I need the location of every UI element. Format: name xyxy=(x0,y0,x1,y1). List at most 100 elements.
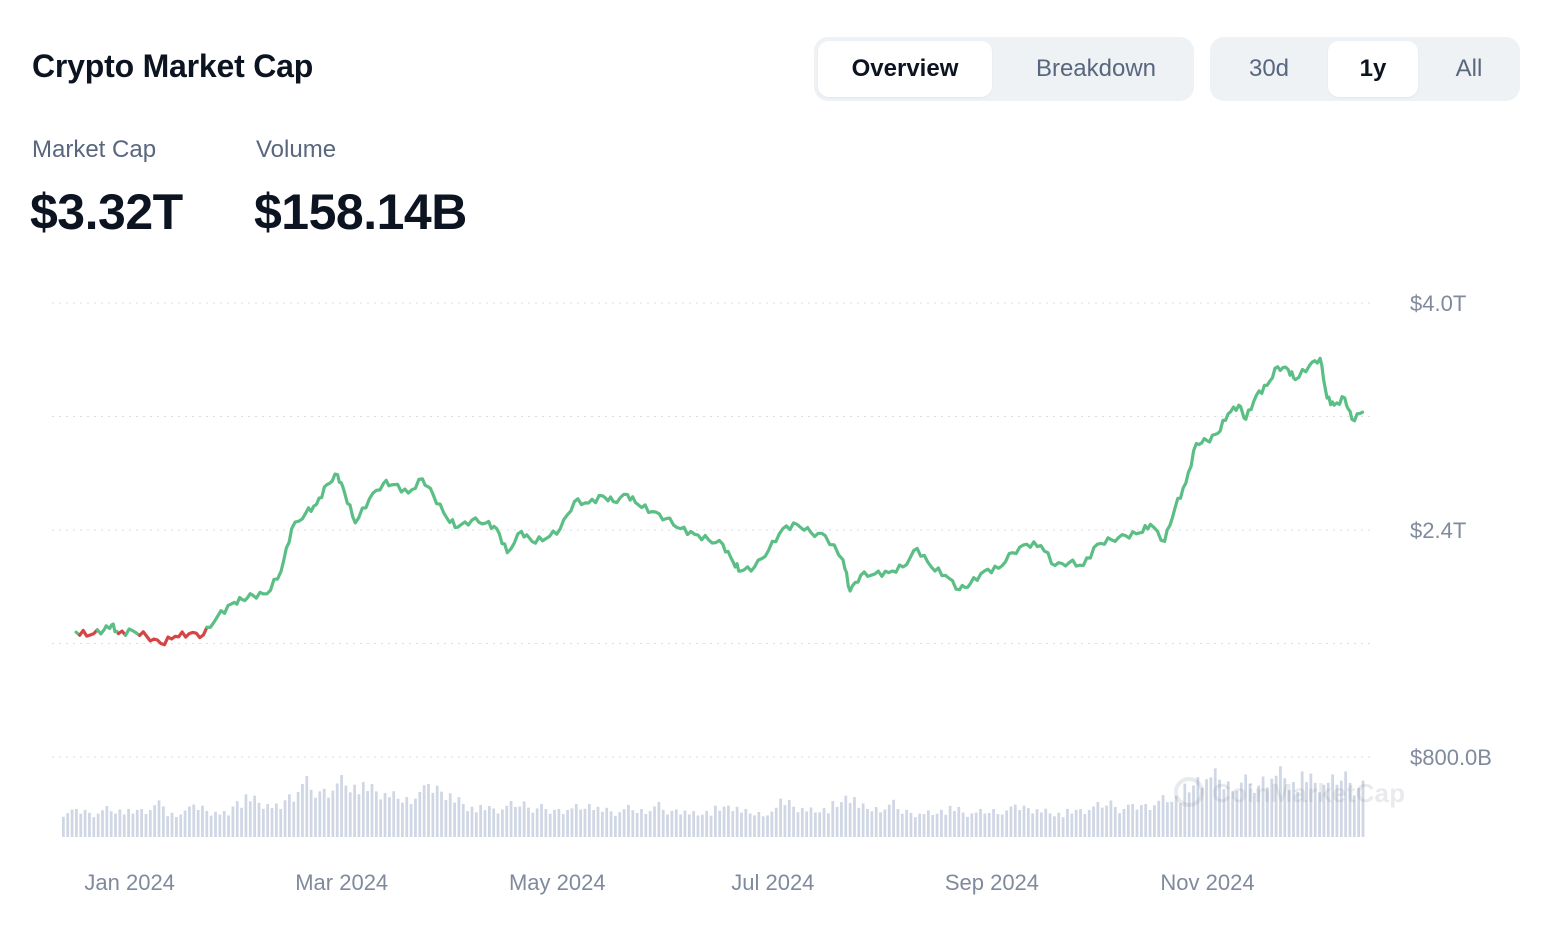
volume-bar xyxy=(309,789,313,837)
volume-bar xyxy=(553,809,556,837)
volume-bar xyxy=(161,806,165,837)
volume-bar xyxy=(374,791,378,837)
volume-bar xyxy=(196,810,200,837)
volume-bar xyxy=(305,776,309,837)
tab-overview[interactable]: Overview xyxy=(818,41,992,97)
volume-bar xyxy=(548,813,552,837)
volume-bar xyxy=(422,785,426,837)
volume-bar xyxy=(401,802,404,837)
volume-bar xyxy=(740,812,743,837)
volume-bar xyxy=(127,808,130,837)
volume-bar xyxy=(383,793,387,837)
volume-bar xyxy=(131,813,135,837)
volume-bar xyxy=(974,812,978,837)
volume-bar xyxy=(905,809,908,837)
tab-breakdown[interactable]: Breakdown xyxy=(1035,55,1157,82)
volume-bar xyxy=(648,811,652,837)
range-1y-button[interactable]: 1y xyxy=(1328,41,1418,97)
volume-bar xyxy=(353,784,356,837)
volume-value: $158.14B xyxy=(254,184,467,240)
volume-bar xyxy=(514,806,517,837)
volume-bar xyxy=(1270,778,1274,837)
volume-bar xyxy=(175,817,178,837)
volume-bar xyxy=(1018,810,1022,837)
volume-bar xyxy=(153,805,157,837)
volume-bar xyxy=(270,807,274,837)
volume-bar xyxy=(735,806,739,837)
volume-bar xyxy=(1252,792,1256,837)
volume-bar xyxy=(105,806,109,837)
volume-bar xyxy=(1092,806,1095,837)
volume-bar xyxy=(892,799,895,837)
volume-bar xyxy=(1057,812,1061,837)
volume-bar xyxy=(1135,809,1139,837)
volume-bar xyxy=(1266,787,1269,837)
volume-bar xyxy=(818,812,822,837)
volume-bar xyxy=(535,808,539,837)
volume-bar xyxy=(1200,787,1204,837)
volume-bar xyxy=(170,812,174,837)
volume-bar xyxy=(709,815,713,837)
volume-bar xyxy=(1026,808,1030,837)
volume-bar xyxy=(444,799,448,837)
volume-bar xyxy=(1209,777,1213,837)
volume-bar xyxy=(587,804,591,837)
volume-bar xyxy=(335,783,339,837)
volume-bar xyxy=(1096,801,1100,837)
volume-bar xyxy=(1192,785,1195,837)
price-line-down xyxy=(78,628,99,638)
volume-bar xyxy=(809,807,813,837)
volume-bar xyxy=(148,810,152,837)
volume-bar xyxy=(96,813,100,837)
volume-bar xyxy=(714,805,717,837)
volume-bar xyxy=(1109,800,1113,837)
volume-bar xyxy=(431,792,435,837)
volume-bar xyxy=(1226,781,1230,837)
volume-bar xyxy=(870,811,874,837)
price-line-down xyxy=(138,625,209,647)
volume-bar xyxy=(887,804,891,837)
volume-bar xyxy=(201,805,204,837)
volume-bar xyxy=(605,807,609,837)
volume-bar xyxy=(509,801,513,837)
volume-bar xyxy=(531,812,535,837)
volume-bar xyxy=(744,808,748,837)
volume-bar xyxy=(188,806,191,837)
volume-bar xyxy=(301,784,304,837)
volume-bar xyxy=(288,794,291,837)
volume-bar xyxy=(379,799,383,837)
volume-bar xyxy=(331,790,335,837)
volume-bar xyxy=(231,806,235,837)
volume-bar xyxy=(896,808,900,837)
volume-bar xyxy=(1048,813,1052,837)
range-30d-button[interactable]: 30d xyxy=(1248,55,1290,82)
volume-bar xyxy=(700,814,704,837)
volume-bar xyxy=(1300,771,1304,837)
volume-bar xyxy=(1218,779,1221,837)
volume-bar xyxy=(122,814,126,837)
volume-bar xyxy=(992,809,995,837)
volume-bar xyxy=(627,804,630,837)
volume-bar xyxy=(348,792,352,837)
volume-bar xyxy=(1339,780,1343,837)
volume-bar xyxy=(314,797,317,837)
volume-bar xyxy=(757,811,761,837)
volume-bar xyxy=(527,807,530,837)
volume-bar xyxy=(248,801,252,837)
volume-bar xyxy=(522,801,526,837)
volume-bar xyxy=(388,797,391,837)
volume-bar xyxy=(322,788,326,837)
volume-bar xyxy=(340,775,343,837)
volume-bar xyxy=(792,806,795,837)
volume-bar xyxy=(944,814,948,837)
volume-bar xyxy=(144,813,148,837)
volume-bar xyxy=(1161,795,1165,837)
volume-bar xyxy=(157,800,161,837)
volume-bar xyxy=(1305,782,1308,837)
volume-bar xyxy=(357,794,361,837)
volume-bar xyxy=(753,815,756,837)
range-all-button[interactable]: All xyxy=(1455,55,1483,82)
coinmarketcap-logo-icon xyxy=(1174,777,1204,808)
volume-bar xyxy=(361,782,365,837)
